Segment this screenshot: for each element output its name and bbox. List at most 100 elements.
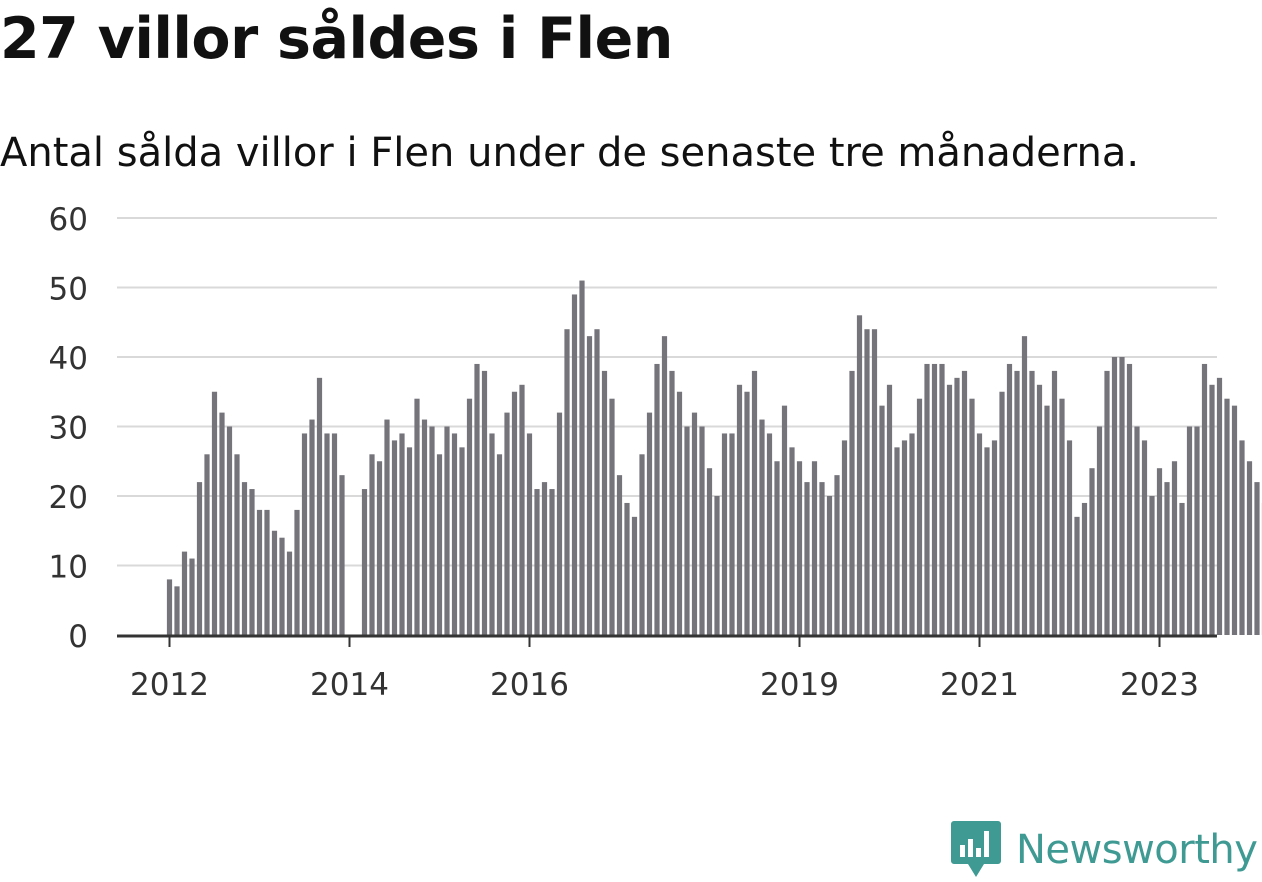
bar [1104,371,1109,635]
bar [879,406,884,635]
bar [707,468,712,635]
bar [932,364,937,635]
bar [699,427,704,636]
bar [1187,427,1192,636]
bar [182,552,187,635]
bar [497,454,502,635]
bar [572,294,577,635]
bar [729,433,734,635]
bar [384,420,389,635]
bar [1029,371,1034,635]
bar [1134,427,1139,636]
bar [752,371,757,635]
bar [984,447,989,635]
bar [504,413,509,635]
bar [437,454,442,635]
bar [804,482,809,635]
bar [1254,482,1259,635]
bar [782,406,787,635]
bar [1217,378,1222,635]
bar [1022,336,1027,635]
bar [647,413,652,635]
bar [1179,503,1184,635]
bar [512,392,517,635]
bar [1067,440,1072,635]
bar [1059,399,1064,635]
bar [737,385,742,635]
x-tick-label: 2019 [760,667,839,703]
bar [249,489,254,635]
bar [294,510,299,635]
y-tick-label: 20 [49,480,88,516]
bar [369,454,374,635]
bar [1119,357,1124,635]
bar [1074,517,1079,635]
bar [264,510,269,635]
x-tick-label: 2023 [1120,667,1199,703]
bar [864,329,869,635]
bar [714,496,719,635]
bar [977,433,982,635]
bar [654,364,659,635]
bar [759,420,764,635]
bar [467,399,472,635]
bar [1157,468,1162,635]
bar [849,371,854,635]
bar [287,552,292,635]
bar [429,427,434,636]
bar [459,447,464,635]
bar [692,413,697,635]
bar [887,385,892,635]
bar [1232,406,1237,635]
bar [272,531,277,635]
y-tick-label: 40 [49,341,88,377]
bars [167,281,1262,635]
bar [632,517,637,635]
bar [1202,364,1207,635]
y-tick-label: 10 [49,550,88,586]
x-axis [117,635,1262,647]
bar [452,433,457,635]
brand-logo: Newsworthy [950,818,1257,882]
bar [234,454,239,635]
bar [339,475,344,635]
bar [1164,482,1169,635]
bar [857,315,862,635]
bar [774,461,779,635]
bar [167,579,172,635]
bar [1209,385,1214,635]
x-tick-label: 2014 [310,667,389,703]
bar [1014,371,1019,635]
bar [542,482,547,635]
bar [534,489,539,635]
bar [414,399,419,635]
bar [609,399,614,635]
bar [744,392,749,635]
bar [317,378,322,635]
bar [812,461,817,635]
x-tick-label: 2021 [940,667,1019,703]
y-tick-label: 0 [68,619,88,655]
bar [309,420,314,635]
bar [474,364,479,635]
bar [489,433,494,635]
x-axis-labels: 2012201420162019202120232025 [130,667,1262,703]
bar [1082,503,1087,635]
bar [279,538,284,635]
bar [1172,461,1177,635]
bar [662,336,667,635]
bar [587,336,592,635]
bar [894,447,899,635]
bar [677,392,682,635]
bar [827,496,832,635]
bar [767,433,772,635]
bar [902,440,907,635]
bar [482,371,487,635]
bar [1097,427,1102,636]
y-tick-label: 30 [49,411,88,447]
bar [617,475,622,635]
bar [1149,496,1154,635]
bar [722,433,727,635]
bar [377,461,382,635]
